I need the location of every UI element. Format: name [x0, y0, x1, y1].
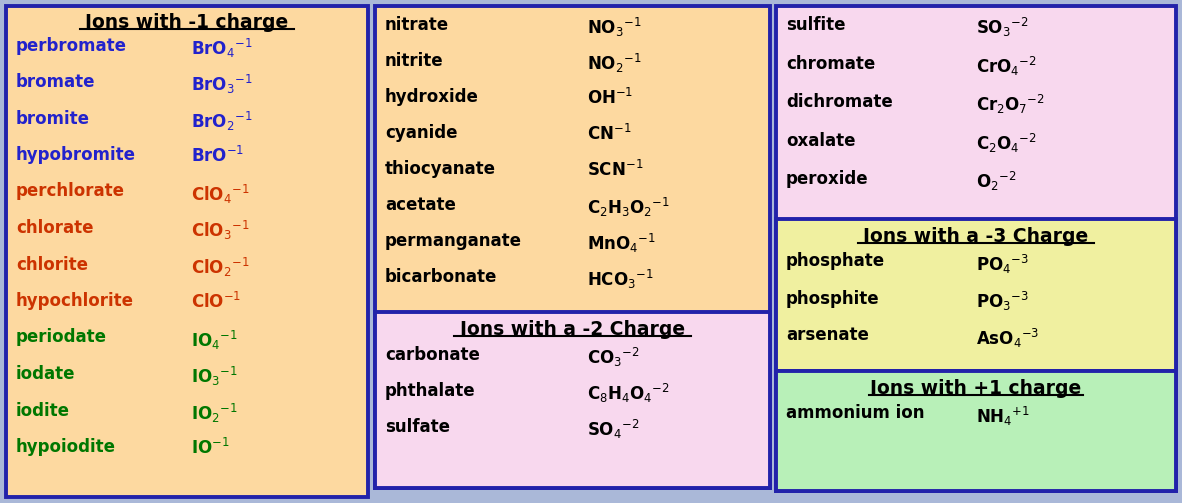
Text: CN$^{-1}$: CN$^{-1}$	[587, 124, 631, 144]
Text: iodite: iodite	[17, 401, 70, 420]
FancyBboxPatch shape	[777, 6, 1176, 491]
Text: arsenate: arsenate	[786, 326, 869, 345]
Text: SO$_3$$^{-2}$: SO$_3$$^{-2}$	[976, 16, 1028, 39]
Text: NO$_2$$^{-1}$: NO$_2$$^{-1}$	[587, 52, 642, 75]
Text: CrO$_4$$^{-2}$: CrO$_4$$^{-2}$	[976, 54, 1037, 77]
Text: C$_2$H$_3$O$_2$$^{-1}$: C$_2$H$_3$O$_2$$^{-1}$	[587, 196, 670, 219]
Text: perchlorate: perchlorate	[17, 183, 125, 201]
Text: hypoiodite: hypoiodite	[17, 438, 116, 456]
Text: dichromate: dichromate	[786, 93, 892, 111]
Text: IO$_2$$^{-1}$: IO$_2$$^{-1}$	[191, 401, 238, 425]
Text: permanganate: permanganate	[385, 232, 522, 250]
Text: SO$_4$$^{-2}$: SO$_4$$^{-2}$	[587, 417, 639, 441]
Text: perbromate: perbromate	[17, 37, 126, 54]
Text: OH$^{-1}$: OH$^{-1}$	[587, 88, 634, 108]
FancyBboxPatch shape	[375, 312, 769, 488]
Text: IO$^{-1}$: IO$^{-1}$	[191, 438, 229, 458]
Text: ClO$_4$$^{-1}$: ClO$_4$$^{-1}$	[191, 183, 249, 206]
FancyBboxPatch shape	[6, 6, 368, 497]
Text: HCO$_3$$^{-1}$: HCO$_3$$^{-1}$	[587, 268, 654, 291]
Text: Ions with +1 charge: Ions with +1 charge	[870, 379, 1082, 398]
Text: nitrate: nitrate	[385, 16, 449, 34]
Text: hypobromite: hypobromite	[17, 146, 136, 164]
Text: Ions with a -3 Charge: Ions with a -3 Charge	[863, 227, 1089, 246]
Text: Ions with a -2 Charge: Ions with a -2 Charge	[460, 320, 686, 339]
Text: phosphate: phosphate	[786, 253, 885, 271]
Text: CO$_3$$^{-2}$: CO$_3$$^{-2}$	[587, 346, 639, 369]
Text: chlorate: chlorate	[17, 219, 93, 237]
Text: PO$_3$$^{-3}$: PO$_3$$^{-3}$	[976, 290, 1028, 312]
FancyBboxPatch shape	[777, 219, 1176, 371]
Text: BrO$_2$$^{-1}$: BrO$_2$$^{-1}$	[191, 110, 253, 133]
Text: NO$_3$$^{-1}$: NO$_3$$^{-1}$	[587, 16, 642, 39]
Text: peroxide: peroxide	[786, 170, 869, 188]
Text: periodate: periodate	[17, 328, 108, 347]
Text: bromate: bromate	[17, 73, 96, 91]
Text: sulfite: sulfite	[786, 16, 845, 34]
Text: BrO$_3$$^{-1}$: BrO$_3$$^{-1}$	[191, 73, 253, 96]
Text: carbonate: carbonate	[385, 346, 480, 364]
Text: C$_2$O$_4$$^{-2}$: C$_2$O$_4$$^{-2}$	[976, 131, 1037, 154]
Text: IO$_3$$^{-1}$: IO$_3$$^{-1}$	[191, 365, 238, 388]
Text: hydroxide: hydroxide	[385, 88, 479, 106]
Text: C$_8$H$_4$O$_4$$^{-2}$: C$_8$H$_4$O$_4$$^{-2}$	[587, 381, 670, 404]
Text: Ions with -1 charge: Ions with -1 charge	[85, 13, 288, 32]
Text: MnO$_4$$^{-1}$: MnO$_4$$^{-1}$	[587, 232, 656, 255]
Text: hypochlorite: hypochlorite	[17, 292, 134, 310]
Text: AsO$_4$$^{-3}$: AsO$_4$$^{-3}$	[976, 326, 1039, 350]
Text: BrO$^{-1}$: BrO$^{-1}$	[191, 146, 245, 166]
Text: thiocyanate: thiocyanate	[385, 160, 496, 178]
Text: BrO$_4$$^{-1}$: BrO$_4$$^{-1}$	[191, 37, 253, 59]
Text: nitrite: nitrite	[385, 52, 443, 70]
FancyBboxPatch shape	[777, 371, 1176, 491]
Text: SCN$^{-1}$: SCN$^{-1}$	[587, 160, 643, 180]
Text: IO$_4$$^{-1}$: IO$_4$$^{-1}$	[191, 328, 238, 352]
Text: cyanide: cyanide	[385, 124, 457, 142]
Text: chromate: chromate	[786, 54, 875, 72]
Text: phosphite: phosphite	[786, 290, 879, 307]
Text: ClO$_2$$^{-1}$: ClO$_2$$^{-1}$	[191, 256, 249, 279]
Text: O$_2$$^{-2}$: O$_2$$^{-2}$	[976, 170, 1017, 193]
Text: bicarbonate: bicarbonate	[385, 268, 498, 286]
Text: iodate: iodate	[17, 365, 76, 383]
Text: sulfate: sulfate	[385, 417, 450, 436]
Text: bromite: bromite	[17, 110, 90, 127]
Text: ammonium ion: ammonium ion	[786, 404, 924, 423]
Text: acetate: acetate	[385, 196, 456, 214]
Text: phthalate: phthalate	[385, 381, 475, 399]
FancyBboxPatch shape	[375, 6, 769, 488]
Text: chlorite: chlorite	[17, 256, 87, 274]
Text: ClO$_3$$^{-1}$: ClO$_3$$^{-1}$	[191, 219, 249, 242]
Text: ClO$^{-1}$: ClO$^{-1}$	[191, 292, 241, 312]
Text: PO$_4$$^{-3}$: PO$_4$$^{-3}$	[976, 253, 1028, 276]
Text: oxalate: oxalate	[786, 131, 856, 149]
Text: Cr$_2$O$_7$$^{-2}$: Cr$_2$O$_7$$^{-2}$	[976, 93, 1045, 116]
Text: NH$_4$$^{+1}$: NH$_4$$^{+1}$	[976, 404, 1030, 428]
